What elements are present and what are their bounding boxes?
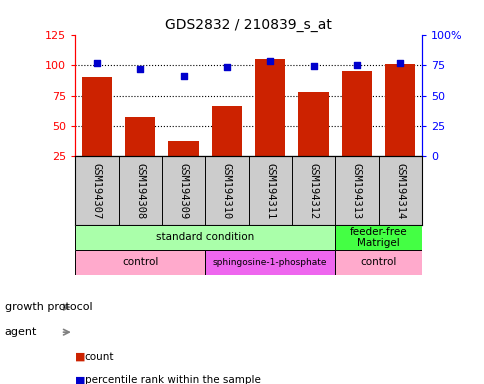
Bar [125,118,155,187]
Text: GSM194313: GSM194313 [351,163,361,219]
Text: GSM194311: GSM194311 [265,163,274,219]
Text: sphingosine-1-phosphate: sphingosine-1-phosphate [212,258,327,266]
Bar [255,59,285,187]
Point [93,60,101,66]
Text: GSM194308: GSM194308 [135,163,145,219]
Text: GSM194309: GSM194309 [178,163,188,219]
Point [266,58,273,65]
Bar [384,64,415,187]
Text: GSM194310: GSM194310 [222,163,231,219]
Bar [298,92,328,187]
Text: GSM194307: GSM194307 [91,163,102,219]
Bar [334,250,421,275]
Point [352,62,360,68]
Point [309,63,317,70]
Point [223,65,230,71]
Bar [334,225,421,250]
Text: growth protocol: growth protocol [5,302,92,312]
Text: ■: ■ [75,352,86,362]
Text: standard condition: standard condition [156,232,254,242]
Text: feeder-free
Matrigel: feeder-free Matrigel [349,227,407,248]
Bar [81,77,112,187]
Bar [75,250,205,275]
Text: GSM194312: GSM194312 [308,163,318,219]
Bar [212,106,242,187]
Point [136,66,144,72]
Bar [341,71,371,187]
Point [395,60,403,66]
Text: ■: ■ [75,375,86,384]
Bar [168,141,198,187]
Text: count: count [85,352,114,362]
Point [179,73,187,79]
Text: agent: agent [5,327,37,337]
Text: percentile rank within the sample: percentile rank within the sample [85,375,260,384]
Bar [205,250,334,275]
Text: GSM194314: GSM194314 [394,163,405,219]
Text: control: control [122,257,158,267]
Title: GDS2832 / 210839_s_at: GDS2832 / 210839_s_at [165,18,332,32]
Text: control: control [360,257,396,267]
Bar [75,225,334,250]
